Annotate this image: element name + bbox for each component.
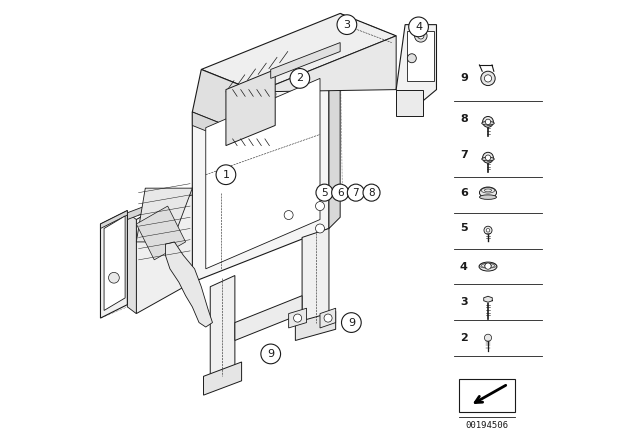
- Polygon shape: [210, 276, 235, 388]
- Circle shape: [324, 314, 332, 322]
- Polygon shape: [104, 216, 125, 310]
- Circle shape: [485, 263, 491, 269]
- Circle shape: [483, 116, 493, 127]
- Polygon shape: [396, 90, 423, 116]
- Circle shape: [337, 15, 356, 34]
- Polygon shape: [205, 78, 320, 269]
- Text: 2: 2: [296, 73, 303, 83]
- Polygon shape: [100, 211, 127, 228]
- Text: 5: 5: [460, 224, 468, 233]
- Ellipse shape: [482, 121, 494, 125]
- Polygon shape: [204, 362, 241, 395]
- Circle shape: [316, 184, 333, 201]
- Text: 4: 4: [415, 22, 422, 32]
- Circle shape: [316, 202, 324, 211]
- Ellipse shape: [479, 195, 497, 199]
- Bar: [459, 379, 515, 412]
- Circle shape: [109, 272, 119, 283]
- Circle shape: [483, 152, 493, 163]
- Circle shape: [484, 226, 492, 234]
- Polygon shape: [192, 47, 340, 112]
- Polygon shape: [484, 296, 492, 302]
- Circle shape: [348, 184, 364, 201]
- Circle shape: [409, 17, 428, 37]
- Ellipse shape: [482, 157, 494, 161]
- Text: 9: 9: [348, 318, 355, 327]
- Polygon shape: [271, 43, 340, 78]
- Text: 3: 3: [344, 20, 350, 30]
- Text: 6: 6: [337, 188, 344, 198]
- Polygon shape: [192, 112, 248, 148]
- Circle shape: [363, 184, 380, 201]
- Circle shape: [290, 69, 310, 88]
- Polygon shape: [257, 36, 396, 92]
- Circle shape: [485, 155, 491, 160]
- Polygon shape: [136, 188, 192, 242]
- Ellipse shape: [479, 262, 497, 271]
- Circle shape: [342, 313, 361, 332]
- Text: 7: 7: [460, 150, 468, 159]
- Polygon shape: [192, 58, 329, 282]
- Text: 9: 9: [267, 349, 275, 359]
- Polygon shape: [396, 25, 436, 101]
- Polygon shape: [320, 308, 335, 328]
- Polygon shape: [289, 308, 307, 328]
- Polygon shape: [127, 213, 136, 314]
- Text: 4: 4: [460, 262, 468, 271]
- Ellipse shape: [479, 187, 497, 198]
- Text: 8: 8: [460, 114, 468, 124]
- Circle shape: [418, 33, 424, 39]
- Polygon shape: [226, 69, 275, 146]
- Text: 5: 5: [321, 188, 328, 198]
- Circle shape: [486, 228, 490, 232]
- Circle shape: [316, 224, 324, 233]
- Polygon shape: [136, 206, 186, 260]
- Text: 7: 7: [353, 188, 359, 198]
- Circle shape: [484, 334, 492, 341]
- Circle shape: [261, 344, 280, 364]
- Polygon shape: [192, 69, 257, 134]
- Circle shape: [332, 184, 349, 201]
- Text: 2: 2: [460, 333, 468, 343]
- Polygon shape: [302, 228, 329, 332]
- Circle shape: [484, 75, 492, 82]
- Text: 9: 9: [460, 73, 468, 83]
- Text: 1: 1: [223, 170, 229, 180]
- Circle shape: [216, 165, 236, 185]
- Text: 6: 6: [460, 188, 468, 198]
- Circle shape: [415, 30, 427, 42]
- Polygon shape: [296, 311, 335, 340]
- Circle shape: [481, 71, 495, 86]
- Circle shape: [407, 54, 416, 63]
- Text: 8: 8: [368, 188, 375, 198]
- Polygon shape: [165, 242, 212, 327]
- Circle shape: [294, 314, 301, 322]
- Polygon shape: [127, 188, 192, 220]
- Text: 3: 3: [460, 297, 468, 307]
- Polygon shape: [235, 296, 302, 340]
- Text: 00194506: 00194506: [465, 421, 508, 430]
- Polygon shape: [201, 13, 396, 92]
- Polygon shape: [407, 31, 435, 81]
- Circle shape: [284, 211, 293, 220]
- Polygon shape: [136, 188, 192, 314]
- Polygon shape: [100, 211, 127, 318]
- Circle shape: [485, 119, 491, 125]
- Polygon shape: [329, 47, 340, 228]
